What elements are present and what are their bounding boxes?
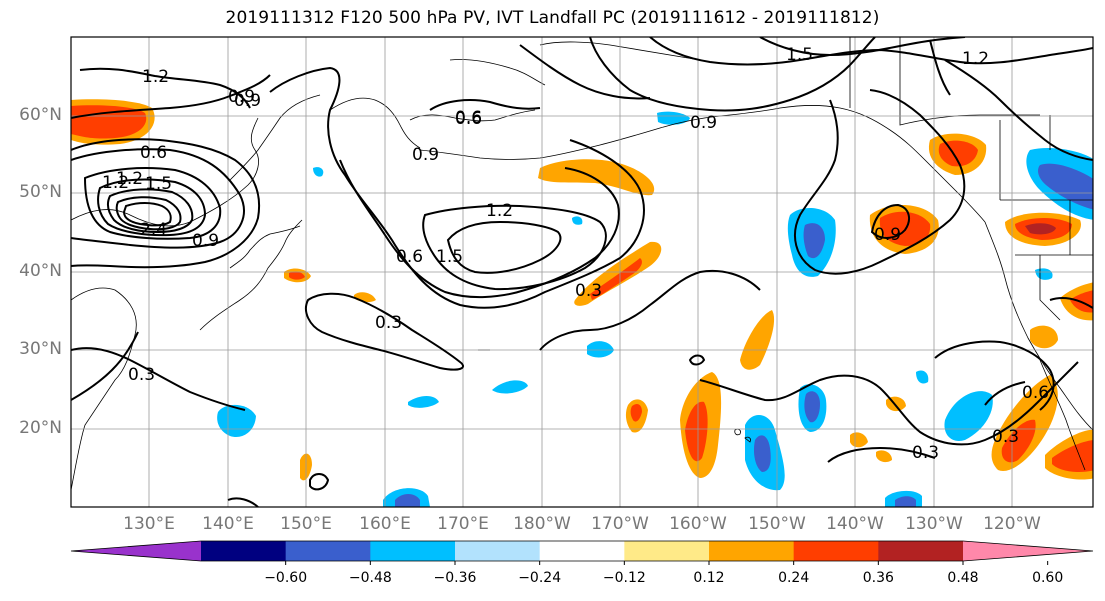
lon-label: 140°W — [810, 514, 900, 534]
contour-label: 0.6 — [140, 143, 167, 163]
lon-label: 140°E — [183, 514, 273, 534]
colorbar-tick-label: −0.48 — [335, 570, 405, 586]
lon-label: 180°W — [497, 514, 587, 534]
lon-label: 160°E — [340, 514, 430, 534]
lat-label: 60°N — [0, 105, 62, 125]
ivt-shading — [71, 99, 1095, 507]
colorbar-tick-label: 0.24 — [759, 570, 829, 586]
colorbar — [71, 541, 1093, 565]
contour-label: 2.4 — [140, 220, 167, 240]
lon-label: 130°E — [104, 514, 194, 534]
lat-label: 50°N — [0, 182, 62, 202]
contour-label: 0.9 — [690, 113, 717, 133]
colorbar-tick-label: 0.12 — [674, 570, 744, 586]
contour-label: 1.2 — [486, 201, 513, 221]
contour-label: 1.5 — [786, 45, 813, 65]
contour-label: 0.3 — [912, 443, 939, 463]
contour-label: 0.3 — [575, 281, 602, 301]
lon-label: 150°E — [261, 514, 351, 534]
colorbar-tick-label: 0.36 — [843, 570, 913, 586]
contour-label: 0.9 — [412, 145, 439, 165]
colorbar-bin — [540, 541, 625, 561]
contour-label: 0.9 — [234, 91, 261, 111]
colorbar-bin — [286, 541, 371, 561]
colorbar-bin — [370, 541, 455, 561]
colorbar-bin — [201, 541, 286, 561]
colorbar-bin — [709, 541, 794, 561]
contour-label: 0.3 — [128, 365, 155, 385]
contour-label: 1.2 — [962, 49, 989, 69]
colorbar-bin — [624, 541, 709, 561]
contour-label: 1.5 — [145, 174, 172, 194]
lat-label: 40°N — [0, 261, 62, 281]
colorbar-tick-label: −0.12 — [589, 570, 659, 586]
contour-labels: 1.20.90.61.21.51.20.6 0.90.61.50.91.22.40… — [100, 45, 1049, 463]
colorbar-extend-high — [963, 541, 1093, 561]
lon-label: 170°E — [418, 514, 508, 534]
contour-label: 1.2 — [116, 169, 143, 189]
contour-label: 0.3 — [992, 427, 1019, 447]
lon-label: 130°W — [889, 514, 979, 534]
contour-label: 0.9 — [874, 225, 901, 245]
gridlines — [71, 37, 1093, 507]
colorbar-bin — [794, 541, 879, 561]
lat-label: 20°N — [0, 418, 62, 438]
lon-label: 120°W — [967, 514, 1057, 534]
colorbar-tick-label: −0.24 — [505, 570, 575, 586]
contour-label: 0.6 — [396, 247, 423, 267]
contour-label: 1.5 — [436, 247, 463, 267]
colorbar-bin — [878, 541, 963, 561]
lat-label: 30°N — [0, 339, 62, 359]
contour-label: 1.2 — [142, 67, 169, 87]
colorbar-tick-label: −0.36 — [420, 570, 490, 586]
contour-label: 0.9 — [192, 231, 219, 251]
colorbar-bin — [455, 541, 540, 561]
contour-label: 0.6 — [1022, 383, 1049, 403]
colorbar-tick-label: 0.48 — [928, 570, 998, 586]
contour-label: 0.3 — [375, 313, 402, 333]
lon-label: 160°W — [653, 514, 743, 534]
lon-label: 150°W — [732, 514, 822, 534]
colorbar-tick-label: 0.60 — [1013, 570, 1083, 586]
contour-label: 0.6 — [455, 109, 482, 129]
lon-label: 170°W — [575, 514, 665, 534]
colorbar-tick-label: −0.60 — [251, 570, 321, 586]
colorbar-extend-low — [71, 541, 201, 561]
